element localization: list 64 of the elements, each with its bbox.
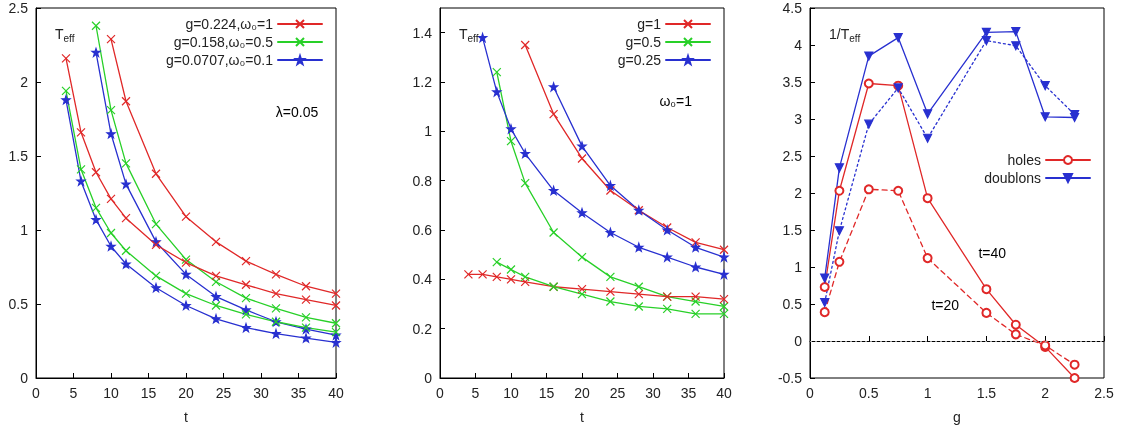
- y-tick-label: 0.5: [8, 296, 29, 312]
- x-tick-label: 0: [32, 385, 41, 401]
- x-tick-label: 1: [923, 385, 932, 401]
- y-tick-label: 1.2: [412, 74, 433, 90]
- y-tick-label: 0: [20, 370, 29, 386]
- y-tick-label: 2: [20, 74, 29, 90]
- x-tick-label: 30: [645, 385, 661, 401]
- x-tick-label: 0: [436, 385, 445, 401]
- y-tick-label: 2: [794, 185, 803, 201]
- legend-label: g=0.224,ω₀=1: [185, 16, 274, 32]
- x-tick-label: 1.5: [976, 385, 997, 401]
- x-tick-label: 40: [328, 385, 344, 401]
- legend-label: holes: [1007, 152, 1041, 168]
- x-axis-title: g: [953, 409, 961, 425]
- x-tick-label: 2.5: [1094, 385, 1114, 401]
- y-tick-label: -0.5: [777, 370, 803, 386]
- x-axis-title: t: [580, 409, 585, 425]
- y-tick-label: 0: [424, 370, 433, 386]
- x-axis-title: t: [184, 409, 189, 425]
- y-tick-label: 1: [794, 259, 803, 275]
- x-tick-label: 10: [103, 385, 119, 401]
- x-tick-label: 20: [178, 385, 194, 401]
- annotation: t=40: [978, 244, 1007, 261]
- y-tick-label: 1.4: [412, 24, 433, 41]
- legend-label: g=0.5: [625, 34, 662, 50]
- x-tick-label: 35: [290, 385, 307, 401]
- y-tick-label: 1: [424, 123, 433, 140]
- y-tick-label: 0.4: [412, 271, 433, 288]
- x-tick-label: 30: [253, 385, 269, 401]
- annotation: λ=0.05: [275, 103, 319, 120]
- x-tick-label: 25: [215, 385, 232, 401]
- y-tick-label: 1.5: [782, 222, 803, 238]
- x-tick-label: 15: [140, 385, 157, 401]
- y-tick-label: 1.5: [8, 148, 29, 164]
- y-tick-label: 4.5: [782, 0, 803, 16]
- y-tick-label: 2.5: [782, 148, 803, 164]
- x-tick-label: 40: [716, 385, 732, 401]
- legend-label: g=1: [637, 16, 662, 32]
- y-tick-label: 0.8: [412, 172, 433, 189]
- y-tick-label: 0.5: [782, 296, 803, 312]
- y-tick-label: 3: [794, 111, 803, 127]
- y-tick-label: 0.6: [412, 222, 433, 238]
- x-tick-label: 5: [69, 385, 78, 401]
- x-tick-label: 10: [503, 385, 519, 401]
- x-tick-label: 0: [806, 385, 815, 401]
- x-tick-label: 0.5: [859, 385, 879, 401]
- annotation: ω₀=1: [659, 92, 693, 109]
- x-tick-label: 20: [574, 385, 590, 401]
- legend-label: g=0.25: [617, 52, 662, 68]
- legend-label: g=0.0707,ω₀=0.1: [165, 52, 274, 68]
- x-tick-label: 2: [1041, 385, 1050, 401]
- x-tick-label: 25: [609, 385, 626, 401]
- legend-label: g=0.158,ω₀=0.5: [173, 34, 274, 50]
- y-tick-label: 3.5: [782, 74, 803, 90]
- x-tick-label: 15: [538, 385, 555, 401]
- y-tick-label: 0: [794, 333, 803, 349]
- legend-label: doublons: [984, 170, 1041, 186]
- x-tick-label: 35: [680, 385, 697, 401]
- y-tick-label: 4: [794, 37, 803, 53]
- y-tick-label: 2.5: [8, 0, 29, 16]
- x-tick-label: 5: [471, 385, 480, 401]
- annotation: t=20: [931, 296, 960, 313]
- y-tick-label: 0.2: [412, 320, 433, 337]
- y-tick-label: 1: [20, 222, 29, 238]
